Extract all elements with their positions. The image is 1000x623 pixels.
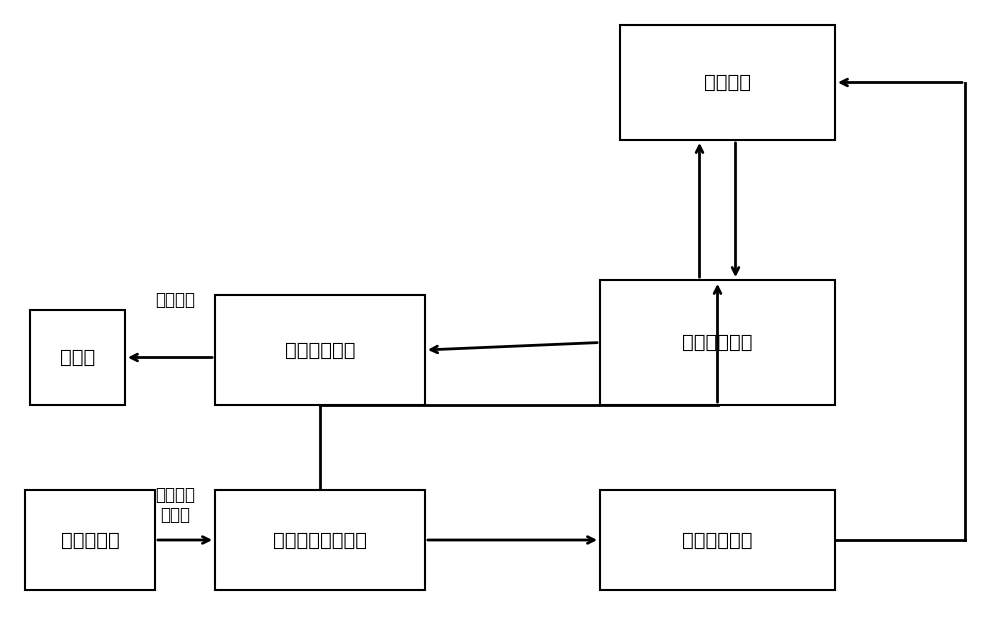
Bar (600, 280, 835, 405)
Text: 微处理器电路: 微处理器电路 (682, 333, 753, 352)
Text: 激光回波
电信号: 激光回波 电信号 (155, 485, 195, 525)
Bar (215, 295, 425, 405)
Text: 计时电路: 计时电路 (704, 73, 751, 92)
Text: 光电传感器: 光电传感器 (61, 531, 119, 549)
Text: 峰值比较电路: 峰值比较电路 (682, 531, 753, 549)
Text: 高速信号放大电路: 高速信号放大电路 (273, 531, 367, 549)
Text: 脉冲发生电路: 脉冲发生电路 (285, 341, 355, 359)
Bar (620, 25, 835, 140)
Bar (25, 490, 155, 590)
Text: 激光器: 激光器 (60, 348, 95, 367)
Bar (30, 310, 125, 405)
Bar (600, 490, 835, 590)
Text: 驱动信号: 驱动信号 (155, 291, 195, 309)
Bar (215, 490, 425, 590)
